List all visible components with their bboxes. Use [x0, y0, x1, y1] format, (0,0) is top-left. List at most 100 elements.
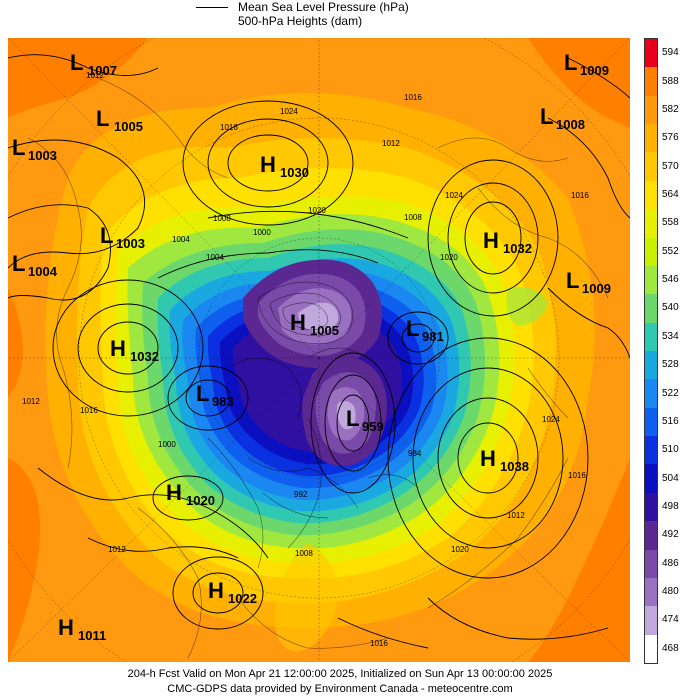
pressure-value: 1020 [186, 493, 215, 508]
isobar-label: 1012 [108, 545, 126, 554]
pressure-letter: H [58, 615, 74, 640]
isobars [8, 54, 630, 649]
pressure-letter: H [290, 310, 306, 335]
isobar-label: 1020 [440, 253, 458, 262]
low-center-1008: L 1008 [540, 104, 585, 132]
coastline-layer [27, 77, 609, 659]
pressure-value: 1038 [500, 459, 529, 474]
pressure-value: 1007 [88, 63, 117, 78]
isobar-label: 1012 [22, 397, 40, 406]
colorbar-segment [645, 634, 657, 664]
isobar-label: 1024 [445, 191, 463, 200]
colorbar-segment [645, 39, 657, 68]
colorbar-segment [645, 124, 657, 153]
colorbar-segment [645, 265, 657, 295]
isobar-label: 984 [408, 449, 422, 458]
low-center-1009-northeast: L 1009 [564, 50, 609, 78]
colorbar-label: 510 [662, 444, 679, 456]
colorbar-label: 528 [662, 359, 679, 371]
pressure-letter: L [564, 50, 577, 75]
pressure-letter: L [346, 406, 359, 431]
geopotential-height-field [8, 38, 630, 662]
colorbar-segment [645, 577, 657, 607]
isobar-line-sample [196, 7, 228, 8]
isobar-label: 1008 [295, 549, 313, 558]
colorbar-label: 546 [662, 274, 679, 286]
pressure-letter: L [406, 316, 419, 341]
pressure-letter: H [260, 152, 276, 177]
colorbar-label: 474 [662, 614, 679, 626]
isobar-value-labels: 1012 1024 1016 1008 1000 1004 1020 1012 … [22, 71, 589, 648]
isobar-label: 1000 [253, 228, 271, 237]
isobar-label: 992 [294, 490, 308, 499]
colorbar-segment [645, 436, 657, 465]
pressure-value: 1008 [556, 117, 585, 132]
high-center-1022: H 1022 [208, 578, 257, 606]
high-center-1032-east: H 1032 [483, 228, 532, 256]
colorbar-segment [645, 464, 657, 494]
low-center-1005: L 1005 [96, 106, 143, 134]
pressure-value: 981 [422, 329, 444, 344]
pressure-value: 1022 [228, 591, 257, 606]
low-center-1004: L 1004 [12, 251, 58, 279]
low-center-959: L 959 [346, 406, 384, 434]
colorbar-label: 576 [662, 132, 679, 144]
data-credit-text: CMC-GDPS data provided by Environment Ca… [167, 683, 513, 695]
colorbar-label: 570 [662, 160, 679, 172]
low-center-1003: L 1003 [100, 223, 145, 251]
pressure-letter: L [196, 381, 209, 406]
forecast-valid-text: 204-h Fcst Valid on Mon Apr 21 12:00:00 … [127, 668, 553, 680]
weather-map: L 1007 L 1005 L 1003 H 1030 L 1003 L 1004 H 103… [8, 38, 630, 662]
colorbar-segment [645, 95, 657, 125]
high-center-1020: H 1020 [166, 480, 215, 508]
pressure-value: 1005 [310, 323, 339, 338]
pressure-letter: L [100, 223, 113, 248]
colorbar-segment [645, 152, 657, 182]
isobar-label: 1000 [158, 440, 176, 449]
pressure-letter: H [110, 336, 126, 361]
low-center-981: L 981 [406, 316, 444, 344]
colorbar-label: 558 [662, 217, 679, 229]
pressure-value: 1032 [130, 349, 159, 364]
pressure-letter: H [480, 446, 496, 471]
pressure-letter: L [540, 104, 553, 129]
pressure-value: 959 [362, 419, 384, 434]
pressure-value: 1009 [580, 63, 609, 78]
colorbar-segment [645, 351, 657, 380]
colorbar-label: 588 [662, 75, 679, 87]
isobar-label: 1012 [86, 71, 104, 80]
low-center-983: L 983 [196, 381, 234, 409]
colorbar-segment [645, 606, 657, 636]
isobar-label: 1004 [206, 253, 224, 262]
colorbar-segment [645, 294, 657, 324]
pressure-letter: L [96, 106, 109, 131]
colorbar-label: 522 [662, 387, 679, 399]
pressure-value: 1003 [116, 236, 145, 251]
colorbar-segment [645, 492, 657, 522]
high-center-1032-west: H 1032 [110, 336, 159, 364]
height-colorbar [644, 38, 658, 664]
isobar-label: 1016 [568, 471, 586, 480]
isobar-label: 1008 [404, 213, 422, 222]
low-center-1003-west: L 1003 [12, 135, 57, 163]
colorbar-label: 492 [662, 529, 679, 541]
heights-legend-label: 500-hPa Heights (dam) [238, 14, 363, 28]
colorbar-label: 504 [662, 472, 679, 484]
colorbar-segment [645, 521, 657, 551]
colorbar-label: 486 [662, 557, 679, 569]
colorbar-segment [645, 180, 657, 210]
isobar-label: 1016 [220, 123, 238, 132]
colorbar-label: 552 [662, 245, 679, 257]
isobar-label: 1020 [451, 545, 469, 554]
colorbar-segment [645, 379, 657, 409]
pressure-letter: H [166, 480, 182, 505]
pressure-value: 983 [212, 394, 234, 409]
colorbar-segment [645, 237, 657, 267]
isobar-label: 1016 [571, 191, 589, 200]
pressure-value: 1005 [114, 119, 143, 134]
colorbar-label: 534 [662, 330, 679, 342]
isobar-label: 1024 [280, 107, 298, 116]
pressure-value: 1032 [503, 241, 532, 256]
isobar-label: 1008 [213, 214, 231, 223]
isobar-label: 1020 [308, 206, 326, 215]
